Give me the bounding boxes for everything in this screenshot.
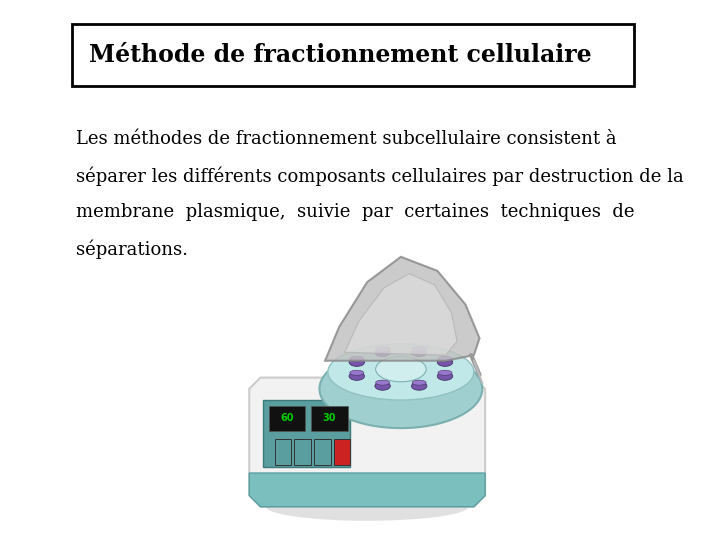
Polygon shape — [249, 473, 485, 507]
Polygon shape — [264, 400, 351, 468]
Polygon shape — [294, 440, 311, 464]
Ellipse shape — [437, 372, 453, 380]
Text: Les méthodes de fractionnement subcellulaire consistent à: Les méthodes de fractionnement subcellul… — [76, 130, 616, 147]
Ellipse shape — [350, 356, 364, 361]
Ellipse shape — [376, 356, 426, 382]
Ellipse shape — [411, 382, 427, 390]
FancyBboxPatch shape — [72, 24, 634, 86]
Polygon shape — [325, 257, 480, 361]
Polygon shape — [314, 440, 330, 464]
Ellipse shape — [438, 370, 452, 375]
Ellipse shape — [266, 492, 468, 521]
Ellipse shape — [375, 348, 390, 356]
Text: 30: 30 — [323, 413, 336, 423]
Ellipse shape — [320, 349, 482, 428]
Ellipse shape — [376, 380, 390, 385]
Ellipse shape — [349, 358, 364, 366]
Ellipse shape — [411, 348, 427, 356]
Text: séparations.: séparations. — [76, 240, 188, 259]
Polygon shape — [311, 406, 348, 431]
Ellipse shape — [349, 372, 364, 380]
Polygon shape — [333, 440, 351, 464]
Ellipse shape — [412, 380, 426, 385]
Ellipse shape — [438, 356, 452, 361]
Text: 60: 60 — [280, 413, 294, 423]
Text: séparer les différents composants cellulaires par destruction de la: séparer les différents composants cellul… — [76, 166, 683, 186]
Ellipse shape — [376, 346, 390, 352]
Polygon shape — [345, 274, 457, 355]
Polygon shape — [269, 406, 305, 431]
Ellipse shape — [412, 346, 426, 352]
Text: membrane  plasmique,  suivie  par  certaines  techniques  de: membrane plasmique, suivie par certaines… — [76, 203, 634, 221]
Polygon shape — [249, 377, 485, 507]
Ellipse shape — [437, 358, 453, 366]
Polygon shape — [274, 440, 292, 464]
Ellipse shape — [350, 370, 364, 375]
Text: Méthode de fractionnement cellulaire: Méthode de fractionnement cellulaire — [89, 43, 591, 68]
Ellipse shape — [375, 382, 390, 390]
Ellipse shape — [328, 344, 474, 400]
